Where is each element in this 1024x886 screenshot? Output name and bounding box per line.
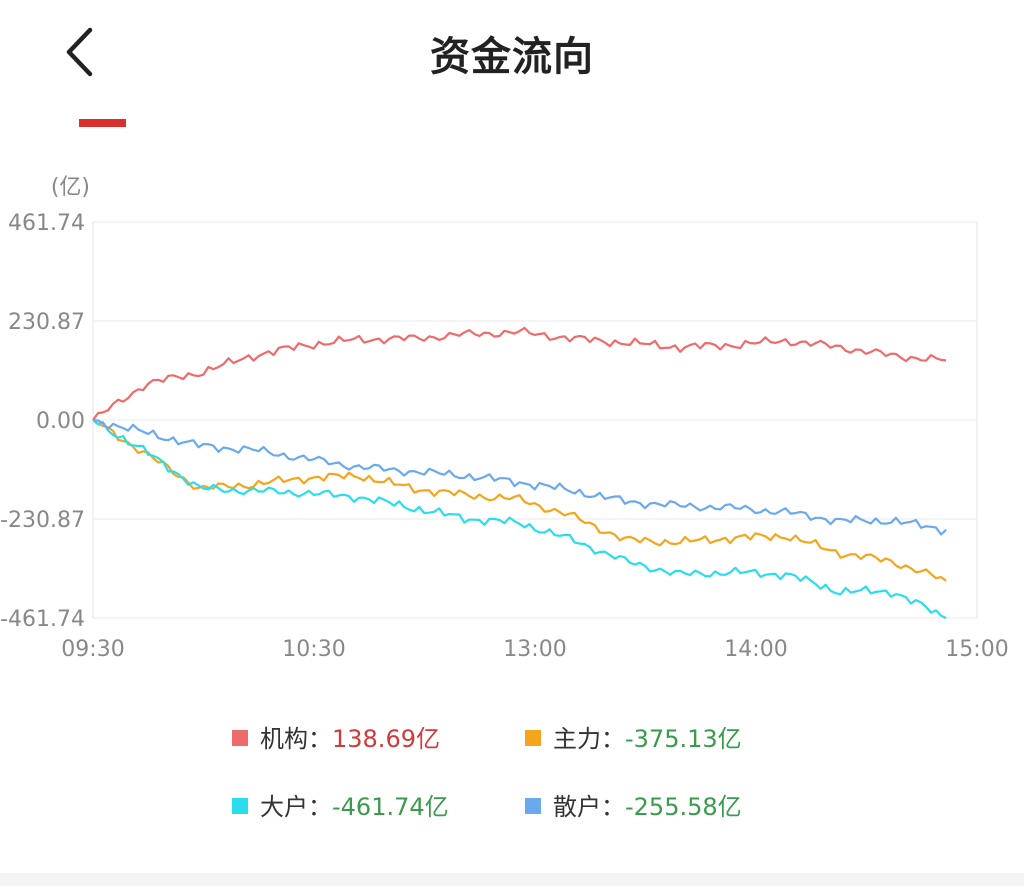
header: 资金流向 bbox=[0, 0, 1024, 110]
chart-grid bbox=[92, 221, 978, 619]
y-tick-label: 230.87 bbox=[8, 310, 85, 335]
legend-label: 散户： bbox=[553, 793, 625, 821]
chart-series bbox=[92, 326, 947, 620]
legend-swatch bbox=[525, 730, 541, 746]
x-tick-label: 14:00 bbox=[724, 637, 787, 662]
series-line-0 bbox=[92, 326, 947, 421]
y-tick-label: -230.87 bbox=[0, 508, 85, 533]
x-tick-label: 10:30 bbox=[282, 637, 345, 662]
x-tick-label: 15:00 bbox=[945, 637, 1008, 662]
y-tick-label: -461.74 bbox=[0, 607, 85, 632]
series-line-2 bbox=[92, 419, 947, 620]
legend-label: 大户： bbox=[260, 793, 332, 821]
legend-swatch bbox=[232, 730, 248, 746]
tab-indicator bbox=[79, 119, 126, 127]
legend-value: -461.74亿 bbox=[332, 793, 449, 821]
bottom-bar bbox=[0, 873, 1024, 886]
x-tick-label: 13:00 bbox=[503, 637, 566, 662]
legend-value: -255.58亿 bbox=[625, 793, 742, 821]
back-button[interactable] bbox=[55, 22, 111, 82]
legend-swatch bbox=[232, 798, 248, 814]
chevron-left-icon bbox=[66, 27, 93, 77]
legend-item-main-force: 主力：-375.13亿 bbox=[525, 719, 742, 759]
legend-item-large-investor: 大户：-461.74亿 bbox=[232, 787, 449, 827]
series-line-1 bbox=[92, 419, 947, 582]
legend-item-retail: 散户：-255.58亿 bbox=[525, 787, 742, 827]
y-tick-label: 0.00 bbox=[36, 409, 85, 434]
legend-swatch bbox=[525, 798, 541, 814]
legend: 机构：138.69亿 主力：-375.13亿 大户：-461.74亿 散户：-2… bbox=[0, 715, 1024, 835]
chart-axes: 461.74 230.87 0.00 -230.87 -461.74 (亿) 09:30 10… bbox=[0, 175, 1009, 662]
y-unit-label: (亿) bbox=[51, 175, 90, 200]
legend-label: 机构： bbox=[260, 725, 332, 753]
fund-flow-chart: 461.74 230.87 0.00 -230.87 -461.74 (亿) 09:30 10… bbox=[0, 175, 1009, 662]
y-tick-label: 461.74 bbox=[8, 211, 85, 236]
x-tick-label: 09:30 bbox=[61, 637, 124, 662]
legend-label: 主力： bbox=[553, 725, 625, 753]
legend-item-institution: 机构：138.69亿 bbox=[232, 719, 440, 759]
legend-value: -375.13亿 bbox=[625, 725, 742, 753]
page-title: 资金流向 bbox=[430, 34, 594, 80]
legend-value: 138.69亿 bbox=[332, 725, 440, 753]
series-line-3 bbox=[92, 418, 947, 536]
